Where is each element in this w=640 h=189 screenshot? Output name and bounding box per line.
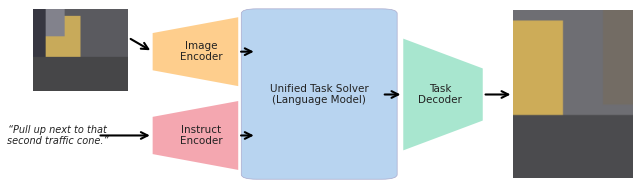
Text: Image
Encoder: Image Encoder xyxy=(180,41,223,63)
Text: Unified Task Solver
(Language Model): Unified Task Solver (Language Model) xyxy=(270,84,369,105)
Polygon shape xyxy=(403,39,483,150)
Polygon shape xyxy=(153,17,238,86)
Text: Instruct
Encoder: Instruct Encoder xyxy=(180,125,223,146)
FancyBboxPatch shape xyxy=(241,9,397,179)
Text: Task
Decoder: Task Decoder xyxy=(418,84,462,105)
Polygon shape xyxy=(153,101,238,170)
Text: “Pull up next to that
second traffic cone.”: “Pull up next to that second traffic con… xyxy=(7,125,109,146)
